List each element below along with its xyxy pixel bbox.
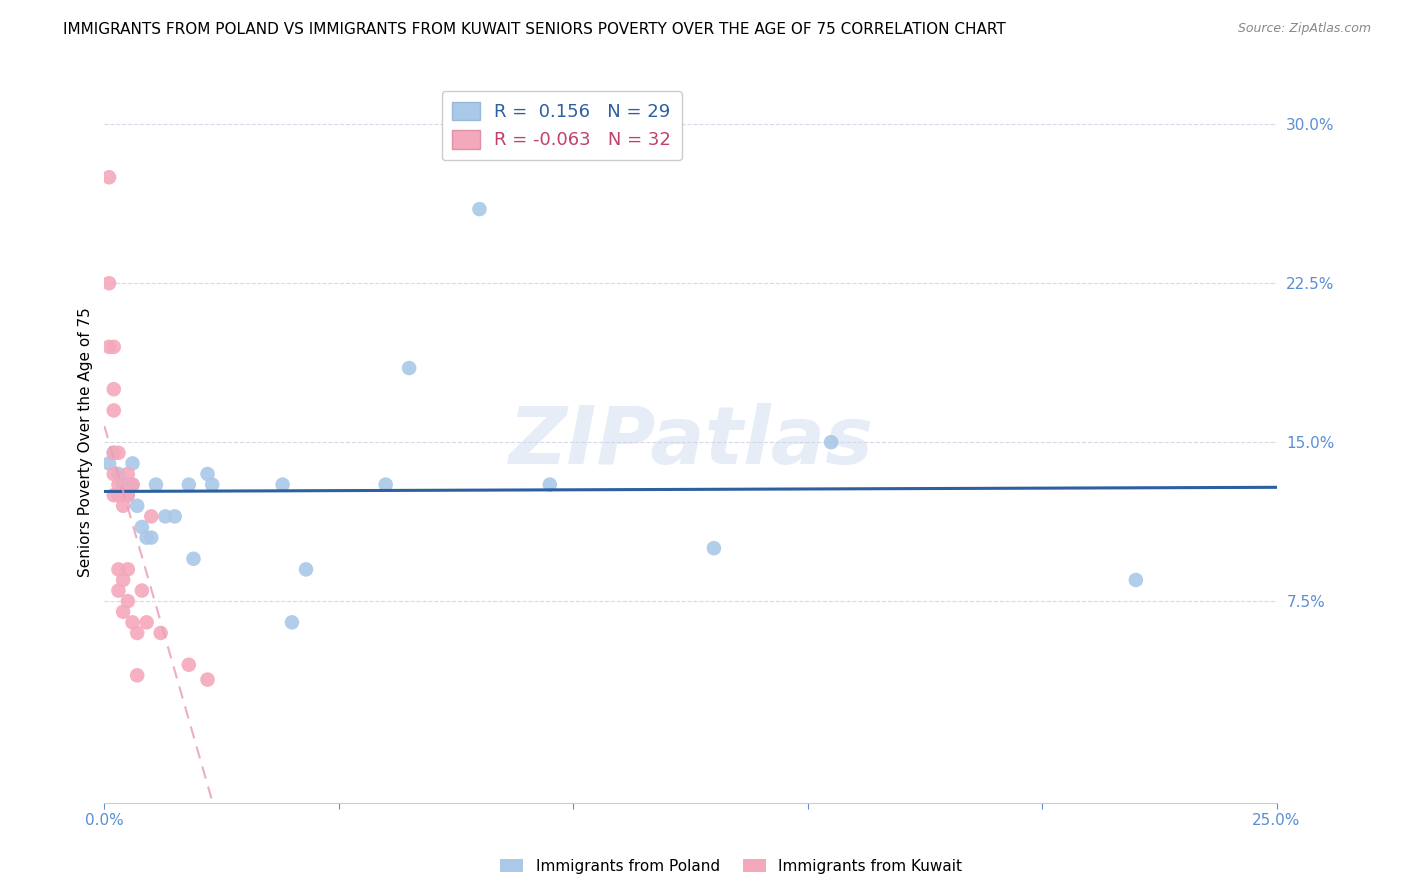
Point xyxy=(103,403,125,417)
Point xyxy=(281,615,304,630)
Point xyxy=(117,488,139,502)
Point xyxy=(121,615,143,630)
Point xyxy=(201,477,224,491)
Point xyxy=(103,467,125,481)
Point xyxy=(98,457,121,471)
Text: ZIPatlas: ZIPatlas xyxy=(508,403,873,481)
Point xyxy=(145,477,167,491)
Point xyxy=(107,446,129,460)
Point xyxy=(141,531,163,545)
Point xyxy=(177,657,200,672)
Text: IMMIGRANTS FROM POLAND VS IMMIGRANTS FROM KUWAIT SENIORS POVERTY OVER THE AGE OF: IMMIGRANTS FROM POLAND VS IMMIGRANTS FRO… xyxy=(63,22,1007,37)
Point xyxy=(112,477,135,491)
Point xyxy=(1125,573,1147,587)
Point xyxy=(127,668,149,682)
Point xyxy=(127,499,149,513)
Point xyxy=(538,477,561,491)
Point xyxy=(112,488,135,502)
Point xyxy=(103,340,125,354)
Point xyxy=(103,446,125,460)
Point xyxy=(112,573,135,587)
Point xyxy=(117,488,139,502)
Point xyxy=(117,467,139,481)
Point xyxy=(103,446,125,460)
Point xyxy=(107,467,129,481)
Point xyxy=(398,361,420,376)
Point xyxy=(163,509,186,524)
Point xyxy=(149,626,172,640)
Point xyxy=(107,488,129,502)
Legend: R =  0.156   N = 29, R = -0.063   N = 32: R = 0.156 N = 29, R = -0.063 N = 32 xyxy=(441,91,682,161)
Point xyxy=(107,562,129,576)
Point xyxy=(121,477,143,491)
Point xyxy=(135,615,157,630)
Point xyxy=(177,477,200,491)
Point xyxy=(127,626,149,640)
Point xyxy=(107,477,129,491)
Point xyxy=(103,488,125,502)
Point xyxy=(155,509,177,524)
Point xyxy=(374,477,396,491)
Point xyxy=(112,499,135,513)
Y-axis label: Seniors Poverty Over the Age of 75: Seniors Poverty Over the Age of 75 xyxy=(79,308,93,577)
Point xyxy=(131,583,153,598)
Point xyxy=(121,477,143,491)
Legend: Immigrants from Poland, Immigrants from Kuwait: Immigrants from Poland, Immigrants from … xyxy=(495,853,967,880)
Point xyxy=(112,488,135,502)
Text: Source: ZipAtlas.com: Source: ZipAtlas.com xyxy=(1237,22,1371,36)
Point xyxy=(131,520,153,534)
Point xyxy=(183,551,205,566)
Point xyxy=(107,583,129,598)
Point xyxy=(197,673,219,687)
Point xyxy=(271,477,294,491)
Point xyxy=(121,457,143,471)
Point xyxy=(468,202,491,216)
Point xyxy=(98,340,121,354)
Point xyxy=(112,605,135,619)
Point xyxy=(295,562,318,576)
Point xyxy=(117,594,139,608)
Point xyxy=(117,562,139,576)
Point xyxy=(141,509,163,524)
Point xyxy=(135,531,157,545)
Point xyxy=(103,382,125,396)
Point xyxy=(197,467,219,481)
Point xyxy=(820,435,842,450)
Point xyxy=(98,170,121,185)
Point xyxy=(703,541,725,556)
Point xyxy=(98,277,121,291)
